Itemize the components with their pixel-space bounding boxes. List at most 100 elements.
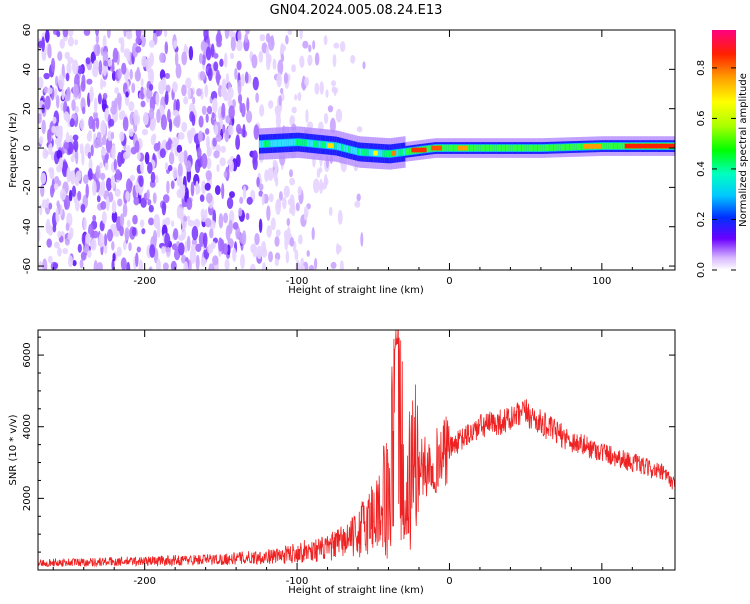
noise-speck bbox=[40, 184, 45, 198]
band-core bbox=[501, 144, 504, 152]
noise-speck bbox=[115, 173, 122, 181]
noise-speck bbox=[183, 215, 188, 222]
noise-speck bbox=[172, 167, 178, 180]
noise-speck bbox=[238, 207, 243, 217]
noise-speck bbox=[67, 56, 74, 64]
noise-speck bbox=[136, 246, 141, 253]
band-core bbox=[549, 144, 552, 151]
spectrogram-x-tick-label: -100 bbox=[286, 276, 309, 287]
noise-speck bbox=[242, 124, 246, 138]
band-core bbox=[610, 142, 614, 150]
noise-speck bbox=[312, 178, 320, 194]
noise-speck bbox=[300, 264, 305, 270]
noise-speck bbox=[291, 64, 296, 73]
noise-speck bbox=[245, 212, 250, 221]
noise-speck bbox=[52, 262, 59, 270]
band-core bbox=[384, 150, 388, 157]
noise-speck bbox=[107, 58, 113, 67]
noise-speck bbox=[141, 55, 147, 68]
noise-speck bbox=[106, 228, 113, 242]
noise-speck bbox=[239, 233, 245, 245]
noise-speck bbox=[327, 105, 334, 113]
band-core bbox=[359, 148, 363, 156]
snr-series-line bbox=[38, 330, 675, 568]
noise-speck bbox=[66, 62, 72, 75]
noise-speck bbox=[64, 237, 70, 246]
noise-speck bbox=[297, 92, 302, 102]
noise-speck bbox=[172, 81, 178, 93]
noise-speck bbox=[140, 100, 146, 108]
noise-speck bbox=[55, 94, 60, 109]
noise-speck bbox=[186, 235, 191, 252]
noise-speck bbox=[287, 198, 294, 206]
noise-speck bbox=[272, 58, 277, 70]
noise-speck bbox=[294, 249, 299, 261]
noise-speck bbox=[190, 181, 195, 197]
band-hotspot bbox=[624, 143, 675, 149]
band-core bbox=[380, 150, 383, 157]
band-core bbox=[338, 143, 342, 151]
noise-speck bbox=[150, 134, 156, 146]
noise-speck bbox=[95, 165, 101, 180]
band-core bbox=[569, 143, 573, 151]
band-core bbox=[482, 144, 486, 152]
band-core bbox=[578, 143, 582, 150]
band-core bbox=[343, 145, 347, 152]
noise-speck bbox=[172, 228, 179, 241]
noise-speck bbox=[55, 75, 59, 87]
noise-speck bbox=[108, 118, 115, 127]
noise-speck bbox=[96, 261, 103, 270]
noise-speck bbox=[180, 209, 184, 224]
noise-speck bbox=[114, 87, 119, 94]
noise-speck bbox=[227, 124, 234, 136]
noise-speck bbox=[117, 68, 122, 80]
noise-speck bbox=[148, 39, 155, 48]
noise-speck bbox=[294, 94, 298, 101]
noise-speck bbox=[181, 184, 186, 193]
noise-speck bbox=[181, 121, 188, 133]
noise-speck bbox=[148, 83, 154, 91]
band-core bbox=[450, 144, 454, 152]
noise-speck bbox=[222, 243, 229, 255]
noise-speck bbox=[113, 158, 117, 171]
snr-x-tick-label: 0 bbox=[446, 576, 452, 587]
noise-speck bbox=[159, 52, 166, 64]
noise-speck bbox=[86, 78, 93, 85]
noise-speck bbox=[58, 125, 63, 133]
band-core bbox=[494, 144, 498, 152]
noise-speck bbox=[168, 118, 173, 132]
noise-speck bbox=[318, 166, 323, 174]
noise-speck bbox=[68, 189, 73, 202]
band-core bbox=[604, 142, 607, 150]
band-core bbox=[496, 144, 500, 152]
band-core bbox=[503, 144, 507, 152]
noise-speck bbox=[77, 243, 82, 253]
noise-speck bbox=[209, 228, 214, 239]
noise-speck bbox=[103, 60, 108, 67]
noise-speck bbox=[79, 259, 84, 269]
band-core bbox=[622, 142, 626, 150]
noise-speck bbox=[187, 219, 195, 227]
noise-speck bbox=[56, 30, 61, 38]
noise-speck bbox=[237, 93, 243, 104]
band-core bbox=[444, 144, 447, 152]
noise-speck bbox=[274, 258, 279, 267]
noise-speck bbox=[128, 180, 133, 189]
noise-speck bbox=[320, 182, 327, 190]
band-core bbox=[528, 144, 532, 152]
spectrogram-y-tick-label: 0 bbox=[22, 145, 33, 151]
band-core bbox=[542, 144, 546, 152]
noise-speck bbox=[156, 108, 161, 124]
noise-speck bbox=[255, 92, 259, 103]
band-core bbox=[466, 144, 470, 152]
noise-speck bbox=[119, 225, 124, 237]
band-core bbox=[546, 144, 550, 151]
noise-speck bbox=[188, 46, 194, 61]
noise-speck bbox=[217, 30, 221, 45]
noise-speck bbox=[135, 36, 142, 45]
noise-speck bbox=[51, 125, 57, 134]
noise-speck bbox=[105, 196, 110, 211]
noise-speck bbox=[221, 78, 227, 95]
noise-speck bbox=[240, 102, 246, 118]
